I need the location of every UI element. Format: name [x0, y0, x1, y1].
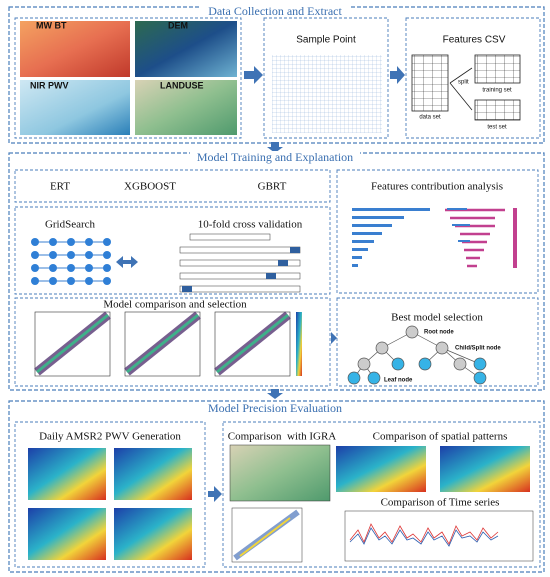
title-bg [190, 151, 360, 165]
table [474, 99, 521, 121]
box-title: Best model selection [391, 312, 483, 324]
generation-box [14, 421, 206, 568]
input-label: DEM [168, 20, 188, 30]
arrow [331, 332, 337, 344]
box-title: GridSearch [45, 219, 96, 231]
csv-label: data set [419, 115, 441, 121]
sample-box [263, 17, 389, 139]
table [474, 54, 521, 84]
time-series-frame [344, 510, 534, 562]
grid-dot [49, 264, 57, 272]
igra-map [229, 444, 331, 502]
grid-dot [103, 238, 111, 246]
title-bg [200, 5, 350, 19]
arrow [390, 66, 405, 84]
map [440, 446, 530, 492]
grid-dot [31, 238, 39, 246]
tree-box [336, 297, 539, 387]
arrow [267, 389, 283, 399]
grid-dot [67, 264, 75, 272]
landuse-image [135, 80, 237, 135]
nir-image [20, 80, 130, 135]
grid-dot [49, 238, 57, 246]
grid-dot [67, 238, 75, 246]
grid-dot [85, 277, 93, 285]
sample-grid [272, 55, 382, 133]
grid-dot [31, 251, 39, 259]
dem-image [135, 21, 237, 77]
grid-dot [67, 277, 75, 285]
tree-label: Root node [424, 330, 454, 336]
grid-dot [103, 277, 111, 285]
section-title: Model Precision Evaluation [208, 401, 342, 415]
cv-diagram [179, 233, 301, 293]
arrow [208, 486, 222, 502]
map [28, 508, 106, 560]
model-name: XGBOOST [124, 181, 176, 193]
box-title: Comparison of spatial patterns [373, 431, 508, 443]
grid-dot [49, 251, 57, 259]
section-title: Model Training and Explanation [197, 150, 353, 164]
box-title: Features contribution analysis [371, 181, 503, 193]
input-label: NIR PWV [30, 80, 69, 90]
arrow [244, 66, 263, 84]
evaluation-box [222, 421, 541, 568]
input-box [14, 17, 242, 139]
box-title: Sample Point [296, 35, 356, 46]
tree-label: Child/Split node [455, 346, 501, 352]
model-name: GBRT [258, 181, 287, 193]
input-label: LANDUSE [160, 80, 204, 90]
title-bg [200, 402, 350, 416]
grid-dot [85, 238, 93, 246]
section-box [8, 400, 545, 573]
features-box [336, 169, 539, 294]
double-arrow [116, 256, 138, 268]
grid-dot [85, 251, 93, 259]
box-title: Model comparison and selection [103, 299, 247, 311]
map [336, 446, 426, 492]
map [28, 448, 106, 500]
box-title: 10-fold cross validation [198, 219, 303, 231]
models-box [14, 169, 331, 203]
tree [347, 325, 487, 385]
grid-dots [31, 238, 111, 285]
time-series-line [349, 523, 499, 545]
arrow [267, 142, 283, 153]
csv-box [405, 17, 541, 139]
input-label: MW BT [36, 20, 67, 30]
grid-dot [49, 277, 57, 285]
box-title: Comparison with IGRA [228, 431, 337, 443]
grid-dot [103, 264, 111, 272]
csv-label: training set [482, 88, 512, 94]
table [411, 54, 449, 112]
section-title: Data Collection and Extract [208, 4, 342, 18]
map [114, 508, 192, 560]
grid-dot [85, 264, 93, 272]
csv-label: split [458, 80, 469, 86]
box-title: Features CSV [443, 35, 506, 46]
comparison-box [14, 297, 331, 387]
csv-label: test set [487, 125, 507, 131]
map [114, 448, 192, 500]
grid-dot [67, 251, 75, 259]
box-title: Comparison of Time series [381, 497, 500, 509]
box-title: Daily AMSR2 PWV Generation [39, 431, 181, 443]
tree-label: Leaf node [384, 378, 413, 384]
scatter-core [239, 517, 291, 557]
mw-bt-image [20, 21, 130, 77]
tuning-box [14, 206, 331, 295]
scatter-plots [34, 311, 302, 377]
time-series-line [349, 527, 499, 547]
grid-dot [31, 277, 39, 285]
feature-bars [352, 208, 517, 268]
grid-dot [31, 264, 39, 272]
split-lines [449, 67, 473, 111]
grid-dot [103, 251, 111, 259]
model-name: ERT [50, 181, 70, 193]
